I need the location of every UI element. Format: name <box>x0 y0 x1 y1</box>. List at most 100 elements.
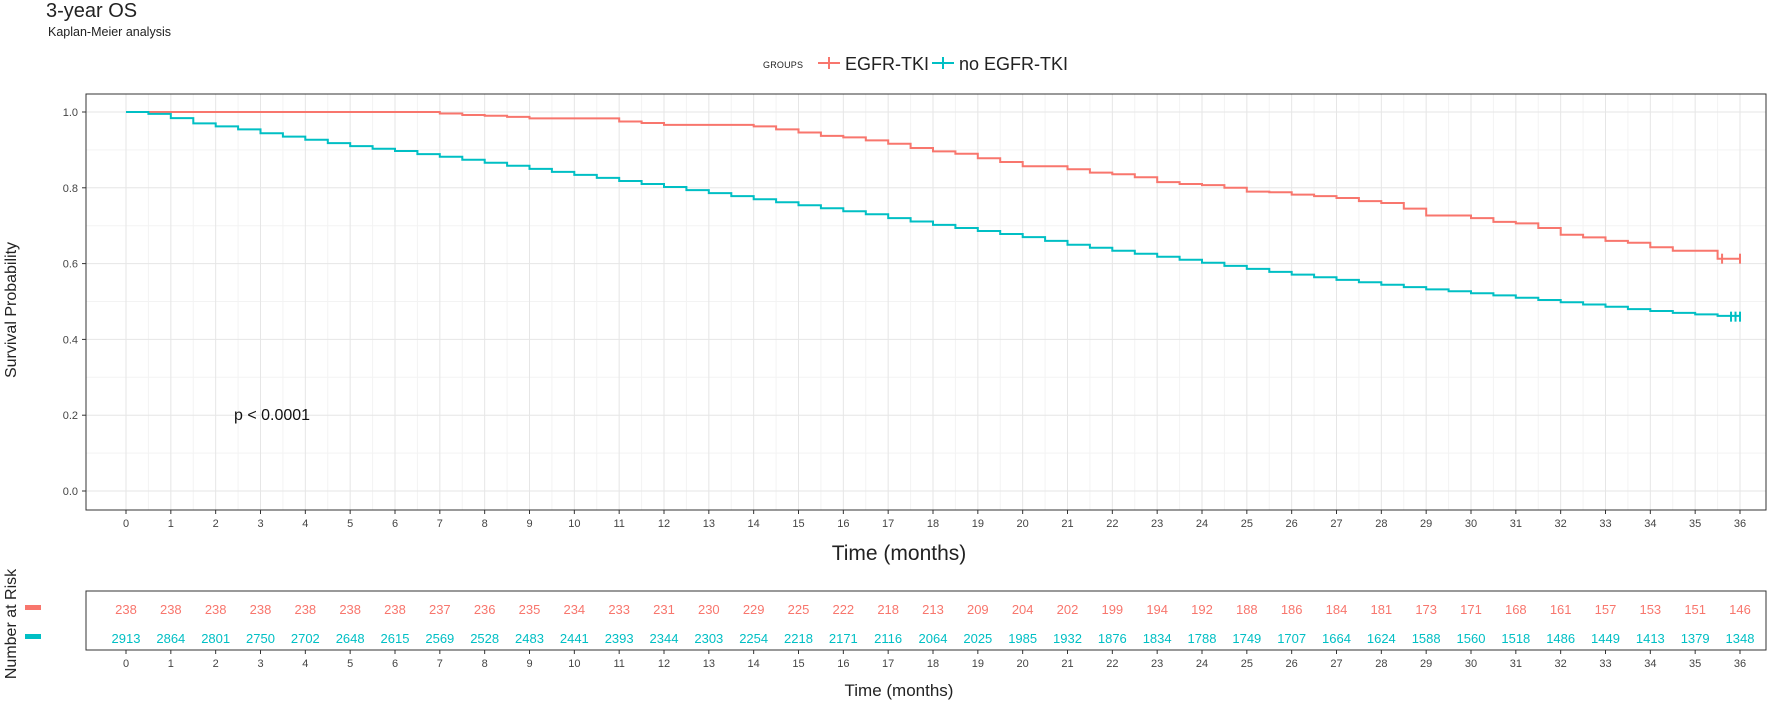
risk-count-no-egfr-tki: 1624 <box>1367 631 1396 646</box>
survival-curve-no-egfr-tki <box>126 111 1741 317</box>
x-tick-label: 35 <box>1689 518 1701 530</box>
risk-count-no-egfr-tki: 2702 <box>291 631 320 646</box>
x-tick-label: 13 <box>703 518 715 530</box>
risk-count-no-egfr-tki: 2218 <box>784 631 813 646</box>
risk-count-no-egfr-tki: 2116 <box>874 631 902 646</box>
x-tick-label: 7 <box>437 518 443 530</box>
risk-count-no-egfr-tki: 2171 <box>829 631 858 646</box>
risk-count-no-egfr-tki: 1876 <box>1098 631 1127 646</box>
risk-x-tick-label: 28 <box>1375 658 1387 670</box>
risk-count-no-egfr-tki: 1588 <box>1412 631 1441 646</box>
risk-count-no-egfr-tki: 2254 <box>739 631 768 646</box>
risk-x-tick-label: 1 <box>168 658 174 670</box>
risk-x-tick-label: 23 <box>1151 658 1163 670</box>
risk-x-tick-label: 15 <box>792 658 804 670</box>
risk-count-egfr-tki: 213 <box>922 602 944 617</box>
x-tick-label: 6 <box>392 518 398 530</box>
risk-x-tick-label: 22 <box>1106 658 1118 670</box>
x-tick-label: 20 <box>1017 518 1029 530</box>
x-tick-label: 19 <box>972 518 984 530</box>
risk-x-tick-label: 35 <box>1689 658 1701 670</box>
risk-x-tick-label: 33 <box>1599 658 1611 670</box>
x-tick-label: 4 <box>302 518 308 530</box>
risk-count-no-egfr-tki: 1518 <box>1501 631 1530 646</box>
x-tick-label: 24 <box>1196 518 1208 530</box>
risk-count-no-egfr-tki: 1560 <box>1457 631 1486 646</box>
x-tick-label: 11 <box>613 518 624 530</box>
risk-count-egfr-tki: 199 <box>1101 602 1123 617</box>
risk-count-egfr-tki: 218 <box>877 602 899 617</box>
risk-count-egfr-tki: 238 <box>205 602 227 617</box>
risk-x-tick-label: 7 <box>437 658 443 670</box>
risk-count-no-egfr-tki: 2528 <box>470 631 499 646</box>
risk-count-egfr-tki: 161 <box>1550 602 1572 617</box>
risk-row-key-no-egfr-tki <box>25 634 41 639</box>
x-tick-label: 10 <box>568 518 580 530</box>
risk-count-egfr-tki: 235 <box>519 602 541 617</box>
risk-count-egfr-tki: 225 <box>788 602 810 617</box>
x-tick-label: 17 <box>882 518 894 530</box>
risk-x-tick-label: 21 <box>1061 658 1073 670</box>
risk-x-tick-label: 18 <box>927 658 939 670</box>
p-value-annotation: p < 0.0001 <box>234 407 310 424</box>
risk-count-no-egfr-tki: 2025 <box>963 631 992 646</box>
x-tick-label: 23 <box>1151 518 1163 530</box>
chart-title: 3-year OS <box>46 0 137 22</box>
risk-count-no-egfr-tki: 1664 <box>1322 631 1351 646</box>
risk-table-panel: 238 238 238 238 238 238 238 237 236 235 234 233 231 2… <box>25 590 1767 670</box>
legend-title: GROUPS <box>763 60 803 70</box>
y-axis-title: Survival Probability <box>3 242 20 378</box>
risk-row-key-egfr-tki <box>25 605 41 610</box>
risk-count-egfr-tki: 181 <box>1370 602 1392 617</box>
x-tick-label: 5 <box>347 518 353 530</box>
x-tick-label: 2 <box>213 518 219 530</box>
risk-count-egfr-tki: 146 <box>1729 602 1751 617</box>
risk-count-egfr-tki: 238 <box>294 602 316 617</box>
x-tick-label: 32 <box>1555 518 1567 530</box>
risk-count-no-egfr-tki: 1348 <box>1726 631 1755 646</box>
risk-count-no-egfr-tki: 1788 <box>1188 631 1217 646</box>
x-tick-label: 12 <box>658 518 670 530</box>
x-tick-label: 30 <box>1465 518 1477 530</box>
x-tick-label: 14 <box>748 518 760 530</box>
x-tick-label: 27 <box>1330 518 1342 530</box>
risk-count-egfr-tki: 192 <box>1191 602 1213 617</box>
x-tick-label: 28 <box>1375 518 1387 530</box>
risk-table-title: Number at Risk <box>3 568 20 679</box>
risk-count-egfr-tki: 236 <box>474 602 496 617</box>
risk-count-no-egfr-tki: 2569 <box>425 631 454 646</box>
risk-count-egfr-tki: 168 <box>1505 602 1527 617</box>
risk-x-tick-label: 10 <box>568 658 580 670</box>
risk-count-no-egfr-tki: 2441 <box>560 631 589 646</box>
survival-curve-egfr-tki <box>126 111 1740 260</box>
risk-count-egfr-tki: 194 <box>1146 602 1168 617</box>
risk-x-tick-label: 12 <box>658 658 670 670</box>
risk-x-axis-title: Time (months) <box>845 681 954 700</box>
risk-count-egfr-tki: 222 <box>832 602 854 617</box>
legend-label-no-egfr-tki: no EGFR-TKI <box>959 54 1068 74</box>
x-tick-label: 9 <box>526 518 532 530</box>
risk-x-tick-label: 29 <box>1420 658 1432 670</box>
risk-count-egfr-tki: 173 <box>1415 602 1437 617</box>
risk-count-egfr-tki: 238 <box>115 602 137 617</box>
x-tick-label: 26 <box>1286 518 1298 530</box>
y-tick-label: 0.4 <box>63 334 78 346</box>
x-tick-label: 29 <box>1420 518 1432 530</box>
risk-count-no-egfr-tki: 2801 <box>201 631 230 646</box>
risk-count-no-egfr-tki: 1985 <box>1008 631 1037 646</box>
risk-count-egfr-tki: 230 <box>698 602 720 617</box>
risk-count-no-egfr-tki: 2750 <box>246 631 275 646</box>
chart-subtitle: Kaplan-Meier analysis <box>48 25 171 39</box>
x-tick-label: 0 <box>123 518 129 530</box>
risk-count-no-egfr-tki: 1932 <box>1053 631 1082 646</box>
risk-count-no-egfr-tki: 2344 <box>650 631 679 646</box>
risk-x-tick-label: 20 <box>1017 658 1029 670</box>
risk-x-tick-label: 3 <box>257 658 263 670</box>
x-tick-label: 34 <box>1644 518 1656 530</box>
x-tick-label: 15 <box>792 518 804 530</box>
survival-panel: 0.00.20.40.60.81.00 1 2 3 4 5 6 7 8 9 10 11 12 13 14 15… <box>63 93 1767 530</box>
risk-x-tick-label: 5 <box>347 658 353 670</box>
legend: GROUPS EGFR-TKI no EGFR-TKI <box>763 54 1068 74</box>
risk-count-egfr-tki: 238 <box>339 602 361 617</box>
